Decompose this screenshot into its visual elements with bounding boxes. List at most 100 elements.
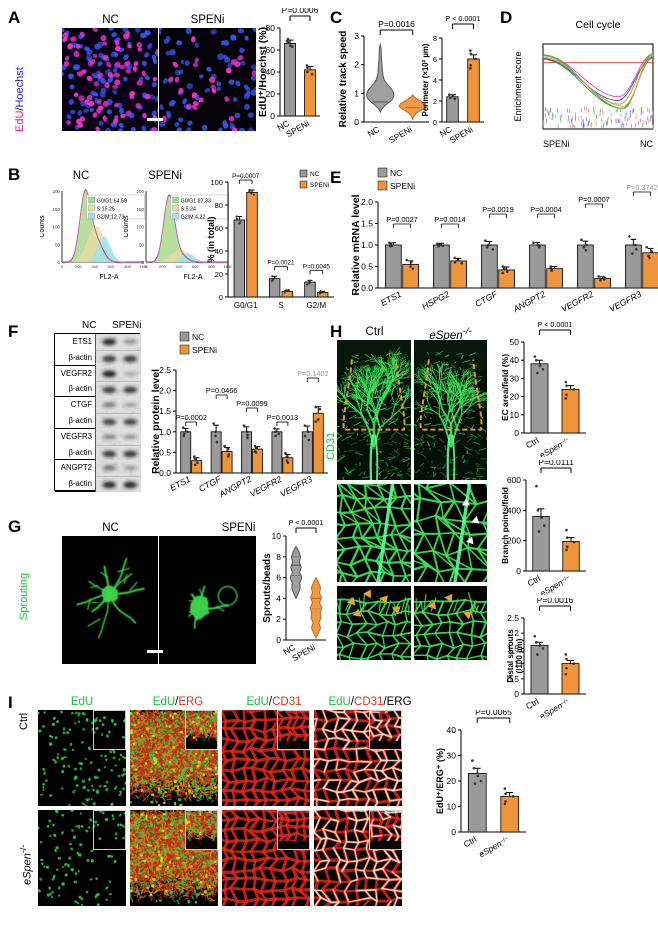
svg-text:2.5: 2.5 — [507, 613, 519, 623]
svg-text:NC: NC — [366, 124, 382, 139]
svg-text:2.0: 2.0 — [361, 197, 373, 207]
svg-text:1.5: 1.5 — [361, 219, 373, 229]
svg-text:NC: NC — [310, 171, 320, 178]
svg-text:6: 6 — [276, 573, 281, 583]
svg-text:600: 600 — [192, 264, 199, 269]
svg-text:400: 400 — [175, 264, 182, 269]
svg-text:0: 0 — [276, 635, 281, 645]
svg-text:80: 80 — [215, 201, 223, 210]
svg-text:HSPG2: HSPG2 — [420, 289, 451, 312]
svg-text:P=0.0027: P=0.0027 — [386, 215, 417, 224]
svg-text:A: A — [373, 415, 378, 422]
svg-text:SPENi: SPENi — [448, 124, 475, 145]
svg-text:2: 2 — [514, 628, 519, 638]
svg-text:20: 20 — [510, 392, 520, 402]
svg-text:VEGFR3: VEGFR3 — [278, 474, 314, 499]
svg-text:S:5.24: S:5.24 — [181, 207, 196, 213]
svg-text:V: V — [458, 419, 463, 426]
svg-text:ANGPT2: ANGPT2 — [217, 474, 253, 500]
svg-text:6: 6 — [433, 55, 437, 64]
svg-text:50: 50 — [139, 242, 145, 247]
svg-text:eSpen−/−: eSpen−/− — [538, 696, 572, 718]
svg-text:P=0.0045: P=0.0045 — [303, 263, 331, 270]
svg-text:G2/M: G2/M — [307, 301, 327, 310]
svg-text:3: 3 — [354, 31, 359, 41]
svg-text:EC area/field (%): EC area/field (%) — [500, 354, 510, 421]
svg-text:Cell cycle: Cell cycle — [576, 19, 621, 31]
svg-text:0: 0 — [433, 118, 437, 127]
svg-text:Relative protein level: Relative protein level — [150, 369, 162, 474]
svg-text:G2/M:4.22: G2/M:4.22 — [181, 215, 206, 221]
svg-text:200: 200 — [136, 189, 144, 194]
svg-text:P=0.0016: P=0.0016 — [537, 598, 574, 605]
svg-text:1: 1 — [354, 88, 359, 98]
svg-text:P=0.0099: P=0.0099 — [236, 399, 267, 408]
svg-text:eSpen−/−: eSpen−/− — [538, 435, 572, 457]
svg-text:4: 4 — [433, 76, 437, 85]
svg-text:SPENi: SPENi — [192, 345, 217, 355]
svg-text:0: 0 — [270, 111, 275, 121]
svg-text:30: 30 — [510, 373, 520, 383]
svg-text:150: 150 — [52, 207, 60, 212]
svg-text:V: V — [442, 419, 447, 426]
svg-text:Relative track speed: Relative track speed — [338, 31, 349, 128]
svg-text:10: 10 — [510, 410, 520, 420]
svg-text:40: 40 — [510, 355, 520, 365]
svg-text:P < 0.0001: P < 0.0001 — [446, 16, 481, 23]
svg-text:ANGPT2: ANGPT2 — [511, 289, 547, 315]
svg-text:2: 2 — [354, 60, 359, 70]
svg-text:Counts: Counts — [124, 215, 130, 238]
svg-text:SPENi: SPENi — [284, 118, 311, 138]
svg-text:100: 100 — [136, 225, 144, 230]
svg-text:0: 0 — [514, 428, 519, 438]
svg-text:P=0.3742: P=0.3742 — [626, 183, 657, 192]
svg-text:G2/M:12.73: G2/M:12.73 — [97, 215, 125, 221]
svg-text:600: 600 — [108, 264, 115, 269]
svg-text:NC: NC — [192, 332, 204, 342]
svg-text:600: 600 — [507, 475, 521, 485]
svg-text:P < 0.0001: P < 0.0001 — [538, 322, 573, 329]
svg-text:ETS1: ETS1 — [379, 289, 403, 308]
svg-text:P=0.0006: P=0.0006 — [282, 8, 319, 15]
svg-text:0: 0 — [145, 264, 148, 269]
svg-text:Sprouts/beads: Sprouts/beads — [262, 553, 273, 623]
svg-text:SPENi: SPENi — [390, 181, 415, 191]
svg-text:G0/G1:64.59: G0/G1:64.59 — [97, 199, 127, 205]
svg-text:Perimeter (×10² µm): Perimeter (×10² µm) — [421, 43, 430, 116]
svg-text:S:15.25: S:15.25 — [97, 207, 115, 213]
svg-text:NC: NC — [640, 139, 653, 149]
svg-text:200: 200 — [75, 264, 82, 269]
svg-text:2: 2 — [276, 614, 281, 624]
svg-text:1.0: 1.0 — [361, 240, 373, 250]
svg-text:8: 8 — [433, 34, 437, 43]
svg-text:0.5: 0.5 — [361, 262, 373, 272]
svg-text:SPENi: SPENi — [310, 182, 329, 189]
svg-text:10: 10 — [272, 531, 282, 541]
svg-text:P=0.0016: P=0.0016 — [378, 19, 415, 29]
svg-text:P < 0.0001: P < 0.0001 — [289, 518, 324, 527]
svg-text:Ctrl: Ctrl — [526, 573, 543, 588]
svg-text:20: 20 — [215, 270, 223, 279]
svg-text:P=0.0007: P=0.0007 — [578, 195, 609, 204]
svg-text:P=0.0111: P=0.0111 — [538, 460, 574, 467]
svg-text:SPENi: SPENi — [543, 139, 570, 149]
svg-text:SPENi: SPENi — [290, 642, 317, 663]
svg-text:ETS1: ETS1 — [168, 474, 192, 493]
svg-text:4: 4 — [276, 593, 281, 603]
svg-text:2: 2 — [433, 97, 437, 106]
svg-text:P=0.0466: P=0.0466 — [206, 386, 237, 395]
svg-text:200: 200 — [52, 189, 60, 194]
svg-text:50: 50 — [510, 337, 520, 347]
svg-text:G0/G1: G0/G1 — [234, 301, 258, 310]
svg-text:0.0: 0.0 — [361, 283, 373, 293]
svg-text:Counts: Counts — [40, 215, 46, 238]
svg-text:Enrichment score: Enrichment score — [513, 51, 523, 121]
svg-text:0: 0 — [516, 566, 521, 576]
svg-text:A: A — [450, 415, 455, 422]
svg-text:VEGFR2: VEGFR2 — [248, 474, 284, 499]
svg-text:eSpen−/−: eSpen−/− — [538, 573, 572, 595]
svg-text:P=0.0014: P=0.0014 — [434, 215, 465, 224]
svg-text:100: 100 — [210, 178, 223, 187]
svg-text:P=0.0002: P=0.0002 — [175, 413, 206, 422]
svg-text:SPENi: SPENi — [387, 124, 414, 145]
